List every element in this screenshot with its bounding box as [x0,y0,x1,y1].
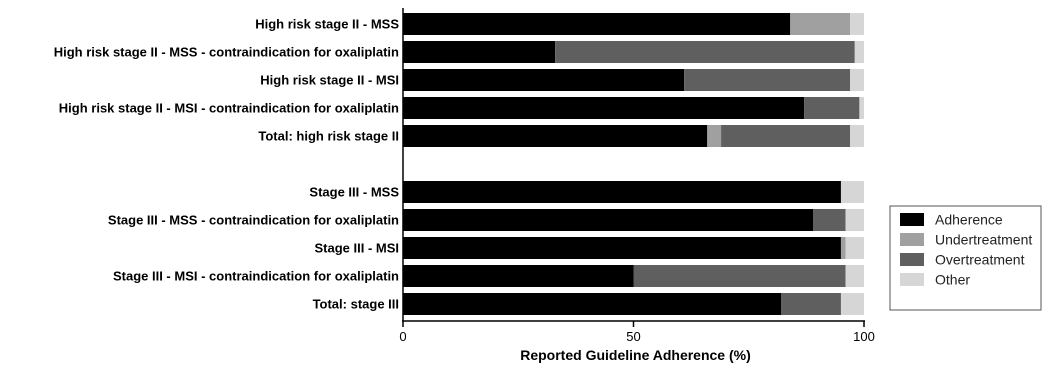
bar-segment-other-3 [859,97,864,119]
bar-segment-adherence-1 [403,41,556,63]
bar-segment-overtreatment-2 [684,69,851,91]
legend-swatch-other [900,273,924,286]
bar-segment-overtreatment-9 [781,293,841,315]
bar-segment-adherence-9 [403,293,782,315]
category-label-9: Total: stage III [313,297,399,312]
legend-swatch-adherence [900,213,924,226]
legend-label-adherence: Adherence [935,212,1003,228]
bar-segment-overtreatment-4 [721,125,851,147]
category-labels: High risk stage II - MSS High risk stage … [54,17,400,312]
x-tick-label-1: 50 [626,329,640,344]
bar-segment-other-2 [850,69,864,91]
legend-swatch-undertreatment [900,233,924,246]
legend: Adherence Undertreatment Overtreatment Othe… [889,205,1042,311]
bar-segment-other-9 [840,293,864,315]
category-label-6: Stage III - MSS - contraindication for o… [108,213,399,228]
bar-segment-other-4 [850,125,864,147]
bar-segment-adherence-5 [403,181,841,203]
bar-segment-other-6 [845,209,864,231]
legend-label-undertreatment: Undertreatment [935,232,1032,248]
bar-segment-overtreatment-6 [813,209,846,231]
bar-segment-other-7 [845,237,864,259]
category-label-0: High risk stage II - MSS [255,17,399,32]
legend-label-other: Other [935,272,970,288]
bar-segment-other-0 [850,13,864,35]
bar-segment-adherence-7 [403,237,841,259]
category-label-8: Stage III - MSI - contraindication for o… [113,269,399,284]
bar-segment-undertreatment-4 [707,125,722,147]
category-label-5: Stage III - MSS [309,185,399,200]
category-label-4: Total: high risk stage II [258,129,399,144]
bar-segment-other-8 [845,265,864,287]
bar-segment-adherence-0 [403,13,791,35]
bar-segment-adherence-4 [403,125,708,147]
category-label-3: High risk stage II - MSI - contraindicat… [59,101,399,116]
bar-segment-overtreatment-3 [804,97,860,119]
category-label-7: Stage III - MSI [314,241,399,256]
bar-segment-adherence-8 [403,265,634,287]
bar-segment-undertreatment-0 [790,13,851,35]
x-axis-title: Reported Guideline Adherence (%) [520,347,751,363]
category-label-1: High risk stage II - MSS - contraindicat… [54,45,399,60]
bar-segment-adherence-3 [403,97,805,119]
bar-segment-adherence-2 [403,69,685,91]
bars-layer [403,13,864,315]
category-label-2: High risk stage II - MSI [260,73,399,88]
bar-segment-other-5 [840,181,864,203]
x-axis-ticks: 0 50 100 [399,321,875,344]
bar-segment-adherence-6 [403,209,814,231]
legend-swatch-overtreatment [900,253,924,266]
bar-segment-other-1 [854,41,864,63]
legend-label-overtreatment: Overtreatment [935,252,1025,268]
x-tick-label-0: 0 [399,329,406,344]
bar-segment-overtreatment-1 [555,41,855,63]
x-tick-label-2: 100 [853,329,875,344]
bar-segment-overtreatment-8 [633,265,846,287]
bar-segment-undertreatment-7 [840,237,846,259]
